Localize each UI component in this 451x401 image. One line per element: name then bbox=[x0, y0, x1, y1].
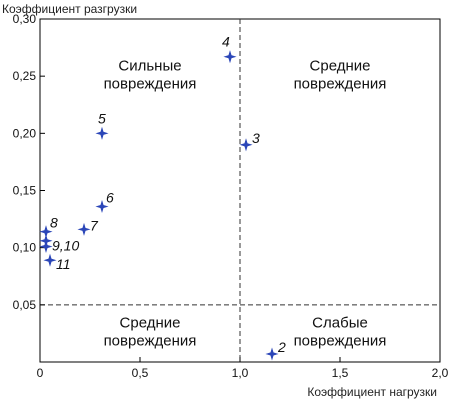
y-tick-label: 0,05 bbox=[13, 298, 37, 312]
region-label: повреждения bbox=[104, 333, 197, 350]
data-point bbox=[43, 253, 57, 267]
region-label: повреждения bbox=[294, 75, 387, 92]
point-label: 7 bbox=[90, 217, 99, 233]
x-tick-label: 1,5 bbox=[332, 366, 349, 380]
point-label: 5 bbox=[98, 110, 106, 126]
region-label: повреждения bbox=[294, 333, 387, 350]
y-tick-label: 0,20 bbox=[13, 126, 37, 140]
region-label: Средние bbox=[310, 57, 371, 74]
data-point bbox=[265, 347, 279, 361]
point-label: 6 bbox=[106, 190, 114, 206]
point-label: 9,10 bbox=[52, 238, 79, 254]
data-point bbox=[39, 239, 53, 254]
point-label: 4 bbox=[222, 34, 230, 50]
y-tick-label: 0,30 bbox=[13, 12, 37, 26]
y-tick-label: 0,10 bbox=[13, 241, 37, 255]
point-label: 11 bbox=[56, 256, 71, 272]
region-label: Слабые bbox=[312, 315, 368, 332]
point-label: 3 bbox=[252, 130, 260, 146]
region-label: повреждения bbox=[104, 75, 197, 92]
data-point bbox=[95, 199, 109, 214]
x-tick-label: 1,0 bbox=[232, 366, 249, 380]
point-label: 8 bbox=[50, 215, 58, 231]
x-tick-label: 0,5 bbox=[132, 366, 149, 380]
point-label: 2 bbox=[277, 339, 286, 355]
y-tick-label: 0,25 bbox=[13, 69, 37, 83]
data-point bbox=[77, 222, 91, 236]
x-axis-label: Коэффициент нагрузки bbox=[307, 385, 437, 399]
x-tick-label: 2,0 bbox=[432, 366, 449, 380]
y-axis-label: Коэффициент разгрузки bbox=[2, 2, 138, 16]
region-label: Сильные bbox=[118, 57, 181, 74]
data-point bbox=[223, 50, 237, 64]
region-label: Средние bbox=[120, 315, 181, 332]
data-point bbox=[95, 126, 109, 140]
x-tick-label: 0 bbox=[37, 366, 44, 380]
y-tick-label: 0,15 bbox=[13, 184, 37, 198]
data-point bbox=[239, 138, 253, 152]
